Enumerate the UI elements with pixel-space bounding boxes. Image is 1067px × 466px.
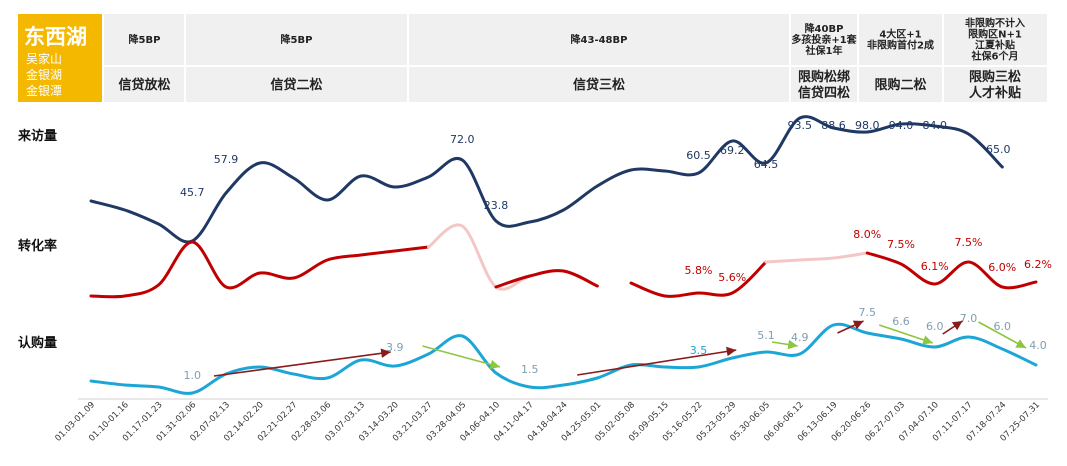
subscriptions-value-label: 7.5 xyxy=(859,306,877,319)
trend-arrow-down xyxy=(771,339,798,350)
subscriptions-line xyxy=(89,322,1038,395)
header-phase-label: 限购三松 xyxy=(969,69,1021,85)
header-policy-text: 江夏补贴 xyxy=(975,39,1015,52)
visitors-value-label: 84.0 xyxy=(923,119,948,132)
visitors-value-label: 72.0 xyxy=(450,133,475,146)
conversion-value-label: 5.6% xyxy=(718,271,746,284)
header-policy-text: 降40BP xyxy=(805,22,844,35)
header-policy-text: 降43-48BP xyxy=(571,33,628,46)
subscriptions-value-label: 6.0 xyxy=(994,320,1012,333)
trend-arrow-up xyxy=(213,348,391,377)
header-policy-text: 非限购首付2成 xyxy=(867,39,934,52)
subscriptions-value-label: 7.0 xyxy=(960,312,978,325)
row-label: 认购量 xyxy=(18,335,57,351)
subscriptions-value-label: 3.5 xyxy=(690,344,708,357)
header-phase-label: 信贷二松 xyxy=(270,77,322,93)
conversion-value-label: 6.1% xyxy=(921,260,949,273)
header-policy-text: 限购区N+1 xyxy=(968,28,1022,41)
header-policy-text: 降5BP xyxy=(129,33,161,46)
brand-box xyxy=(18,14,102,102)
visitors-value-label: 57.9 xyxy=(214,153,239,166)
subscriptions-value-label: 6.6 xyxy=(892,315,910,328)
brand-area: 金银湖 xyxy=(26,67,62,82)
visitors-value-label: 93.5 xyxy=(788,119,813,132)
conversion-value-label: 7.5% xyxy=(887,238,915,251)
row-label: 转化率 xyxy=(18,238,57,254)
conversion-line-3 xyxy=(629,260,768,298)
conversion-value-label: 8.0% xyxy=(853,228,881,241)
header-policy-text: 降5BP xyxy=(281,33,313,46)
trend-arrow-up xyxy=(942,320,963,335)
header-policy-text: 社保1年 xyxy=(805,44,843,57)
header-policy-text: 4大区+1 xyxy=(879,28,921,41)
conversion-line-1 xyxy=(89,240,430,299)
header-policy-text: 社保6个月 xyxy=(971,50,1019,63)
visitors-value-label: 23.8 xyxy=(484,199,509,212)
header-band xyxy=(104,14,1047,102)
visitors-value-label: 65.0 xyxy=(986,143,1011,156)
header-phase-label: 信贷三松 xyxy=(573,77,625,93)
header-policy-text: 非限购不计入 xyxy=(965,17,1025,30)
visitors-value-label: 69.2 xyxy=(720,144,745,157)
visitors-value-label: 60.5 xyxy=(686,149,711,162)
header-phase-label: 信贷放松 xyxy=(118,77,170,93)
brand-area: 金银潭 xyxy=(26,83,62,98)
subscriptions-value-label: 1.5 xyxy=(521,363,539,376)
conversion-line-2 xyxy=(494,269,599,289)
brand-title: 东西湖 xyxy=(24,25,87,49)
trend-arrow-up xyxy=(577,346,737,376)
row-label: 来访量 xyxy=(17,128,57,144)
conversion-line-faded-2 xyxy=(764,251,869,264)
header-phase-label: 限购松绑 xyxy=(798,69,850,85)
conversion-value-label: 6.0% xyxy=(988,261,1016,274)
subscriptions-value-label: 5.1 xyxy=(757,329,775,342)
conversion-value-label: 7.5% xyxy=(955,236,983,249)
visitors-value-label: 98.0 xyxy=(855,119,880,132)
conversion-line-4 xyxy=(865,251,1038,290)
visitors-value-label: 94.0 xyxy=(889,119,914,132)
trend-arrow-down xyxy=(978,321,1027,349)
conversion-value-label: 6.2% xyxy=(1024,258,1052,271)
brand-area: 吴家山 xyxy=(26,51,62,66)
trend-arrow-down xyxy=(878,324,934,345)
subscriptions-value-label: 4.0 xyxy=(1029,339,1047,352)
trend-arrow-up xyxy=(837,320,864,334)
visitors-value-label: 88.6 xyxy=(821,119,846,132)
header-phase-label: 信贷四松 xyxy=(798,85,850,101)
subscriptions-value-label: 1.0 xyxy=(184,369,202,382)
trend-arrow-down xyxy=(422,345,501,370)
subscriptions-value-label: 4.9 xyxy=(791,331,809,344)
header-phase-label: 限购二松 xyxy=(874,77,926,93)
header-phase-label: 人才补贴 xyxy=(969,85,1021,101)
visitors-line xyxy=(89,115,1004,244)
conversion-value-label: 5.8% xyxy=(685,264,713,277)
visitors-value-label: 64.5 xyxy=(754,158,779,171)
subscriptions-value-label: 6.0 xyxy=(926,320,944,333)
visitors-value-label: 45.7 xyxy=(180,186,205,199)
header-policy-text: 多孩投亲+1套 xyxy=(791,33,857,46)
